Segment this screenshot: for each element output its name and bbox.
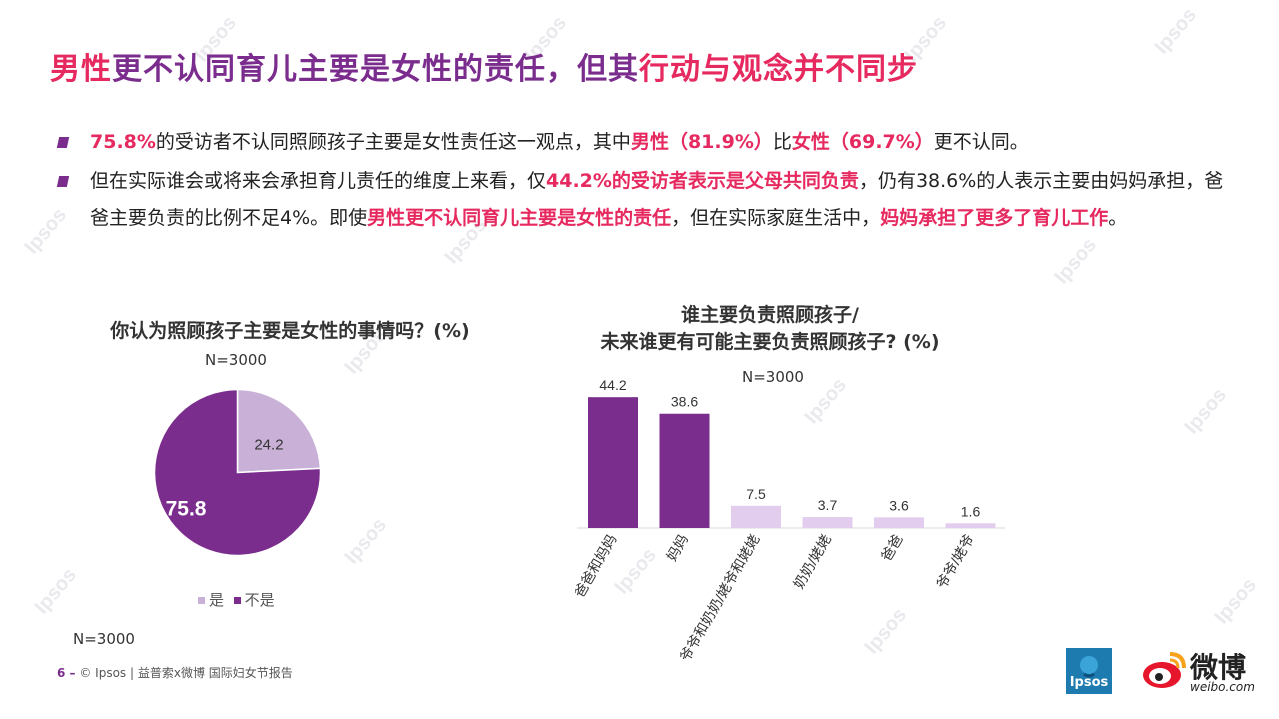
bar-chart-title: 谁主要负责照顾孩子/ 未来谁更有可能主要负责照顾孩子? (%): [560, 302, 980, 356]
bullet-text-segment: 的受访者不认同照顾孩子主要是女性责任这一观点，其中: [155, 131, 631, 153]
watermark: Ipsos: [340, 514, 391, 569]
ipsos-logo: Ipsos: [1066, 648, 1112, 694]
pie-data-label: 24.2: [254, 436, 283, 453]
watermark: Ipsos: [1180, 384, 1231, 439]
watermark: Ipsos: [1150, 4, 1201, 59]
bar-data-label: 44.2: [599, 380, 626, 393]
bullet-text-segment: 。: [1108, 207, 1128, 229]
bar: [874, 517, 924, 528]
pie-footnote: N=3000: [73, 630, 135, 648]
x-tick-label: 妈妈: [663, 532, 691, 564]
bar: [802, 517, 853, 528]
bullet-item: 75.8%的受访者不认同照顾孩子主要是女性责任这一观点，其中男性（81.9%）比…: [56, 124, 1228, 161]
bullet-text-segment: 75.8%: [90, 131, 156, 153]
bar: [731, 505, 781, 528]
bullet-text-segment: ，但在实际家庭生活中，: [671, 207, 881, 229]
bar-chart-title-line1: 谁主要负责照顾孩子/: [681, 304, 859, 326]
pie-slice-0: [236, 388, 322, 474]
legend-swatch-yes: [198, 597, 205, 604]
watermark: Ipsos: [1210, 574, 1261, 629]
bullet-text-segment: 男性更不认同育儿主要是女性的责任: [367, 207, 672, 229]
bullet-text-segment: 比: [772, 131, 792, 153]
page-title: 男性更不认同育儿主要是女性的责任，但其行动与观念并不同步: [50, 44, 918, 88]
pie-chart-title: 你认为照顾孩子主要是女性的事情吗？(%): [110, 320, 470, 342]
bullet-text-segment: 女性（69.7%）: [791, 131, 934, 153]
bar-sample-label: N=3000: [742, 368, 804, 386]
pie-chart: 24.2 75.8: [153, 388, 322, 557]
title-part3: 行动与观念并不同步: [639, 52, 918, 87]
legend-swatch-no: [233, 597, 241, 604]
ipsos-logo-text: Ipsos: [1069, 675, 1109, 690]
bullet-item: 但在实际谁会或将来会承担育儿责任的维度上来看，仅44.2%的受访者表示是父母共同…: [56, 163, 1228, 237]
weibo-logo-en: weibo.com: [1190, 680, 1255, 694]
pie-sample-label: N=3000: [205, 351, 267, 369]
title-part2: 更不认同育儿主要是女性的责任，但其: [112, 52, 639, 87]
bar-data-label: 38.6: [671, 394, 698, 410]
bullet-marker-icon: [56, 176, 70, 187]
ipsos-logo-icon: [1080, 656, 1098, 678]
x-tick-label: 爸爸和妈妈: [575, 532, 620, 601]
x-tick-label: 爷爷/姥爷: [933, 532, 977, 592]
bar: [945, 523, 996, 528]
bullet-text-segment: 44.2%的受访者表示是父母共同负责: [546, 170, 859, 192]
weibo-eye-icon: [1143, 652, 1186, 688]
pie-legend: 是 不是: [198, 589, 275, 610]
weibo-logo-cn: 微博: [1190, 651, 1247, 684]
footer-text: © Ipsos | 益普索x微博 国际妇女节报告: [79, 666, 293, 680]
bullet-marker-icon: [56, 137, 70, 148]
watermark: Ipsos: [1050, 234, 1101, 289]
bar-data-label: 3.7: [818, 497, 838, 513]
bullet-text-segment: 更不认同。: [933, 131, 1029, 153]
bullet-text-segment: 男性（81.9%）: [630, 131, 773, 153]
bar-data-label: 7.5: [746, 486, 766, 502]
x-tick-label: 爷爷和奶奶/姥爷和姥姥: [677, 532, 763, 665]
bar: [588, 397, 638, 528]
pie-slice-1: [153, 388, 322, 557]
legend-label-yes: 是: [209, 591, 225, 609]
pie-data-label: 75.8: [166, 498, 207, 521]
page-number: 6 –: [57, 666, 76, 680]
footer: 6 – © Ipsos | 益普索x微博 国际妇女节报告: [57, 664, 293, 681]
bar: [659, 413, 710, 528]
title-part1: 男性: [50, 52, 112, 87]
bar-chart-title-line2: 未来谁更有可能主要负责照顾孩子? (%): [600, 331, 940, 353]
bullet-text-segment: 但在实际谁会或将来会承担育儿责任的维度上来看，仅: [90, 170, 547, 192]
bullet-text-segment: 妈妈承担了更多了育儿工作: [880, 207, 1109, 229]
x-tick-label: 爸爸: [878, 532, 906, 564]
weibo-logo: 微博 weibo.com: [1140, 646, 1265, 694]
bullet-list: 75.8%的受访者不认同照顾孩子主要是女性责任这一观点，其中男性（81.9%）比…: [56, 124, 1228, 239]
bar-chart: 44.2 爸爸和妈妈 38.6 妈妈 7.5 爷爷和奶奶/姥爷和姥姥 3.7 奶奶/姥姥 3.6…: [575, 380, 1005, 665]
legend-label-no: 不是: [244, 591, 275, 609]
watermark: Ipsos: [30, 564, 81, 619]
bar-data-label: 1.6: [961, 503, 981, 519]
bullet-text-segment: ，仍有38.6%的人表示主要由妈妈承担，爸爸主要负责的比例不足4%。即使: [90, 170, 1224, 229]
bar-data-label: 3.6: [889, 497, 909, 513]
x-tick-label: 奶奶/姥姥: [790, 532, 834, 592]
